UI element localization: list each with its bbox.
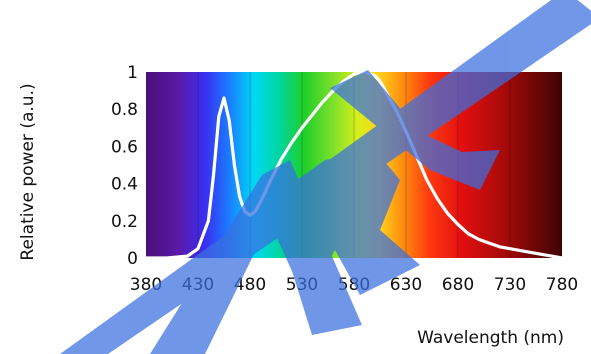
x-tick-label: 630 xyxy=(390,275,422,295)
y-tick-label: 0.4 xyxy=(111,175,138,195)
x-tick-label: 780 xyxy=(546,275,578,295)
watermark-a-left xyxy=(150,175,278,354)
watermark xyxy=(60,0,591,354)
x-tick-label: 480 xyxy=(234,275,266,295)
x-tick-label: 730 xyxy=(494,275,526,295)
spd-curve xyxy=(144,70,564,260)
x-tick-label: 680 xyxy=(442,275,474,295)
y-tick-label: 0.2 xyxy=(111,212,138,232)
y-tick-labels: 0 0.2 0.4 0.6 0.8 1 xyxy=(111,63,138,269)
y-axis-title: Relative power (a.u.) xyxy=(18,83,38,260)
watermark-r xyxy=(262,150,420,300)
y-tick-label: 1 xyxy=(127,63,138,83)
y-tick-label: 0.8 xyxy=(111,100,138,120)
y-tick-label: 0.6 xyxy=(111,137,138,157)
y-tick-label: 0 xyxy=(127,249,138,269)
x-axis-title: Wavelength (nm) xyxy=(417,328,564,348)
watermark-y xyxy=(330,70,500,190)
